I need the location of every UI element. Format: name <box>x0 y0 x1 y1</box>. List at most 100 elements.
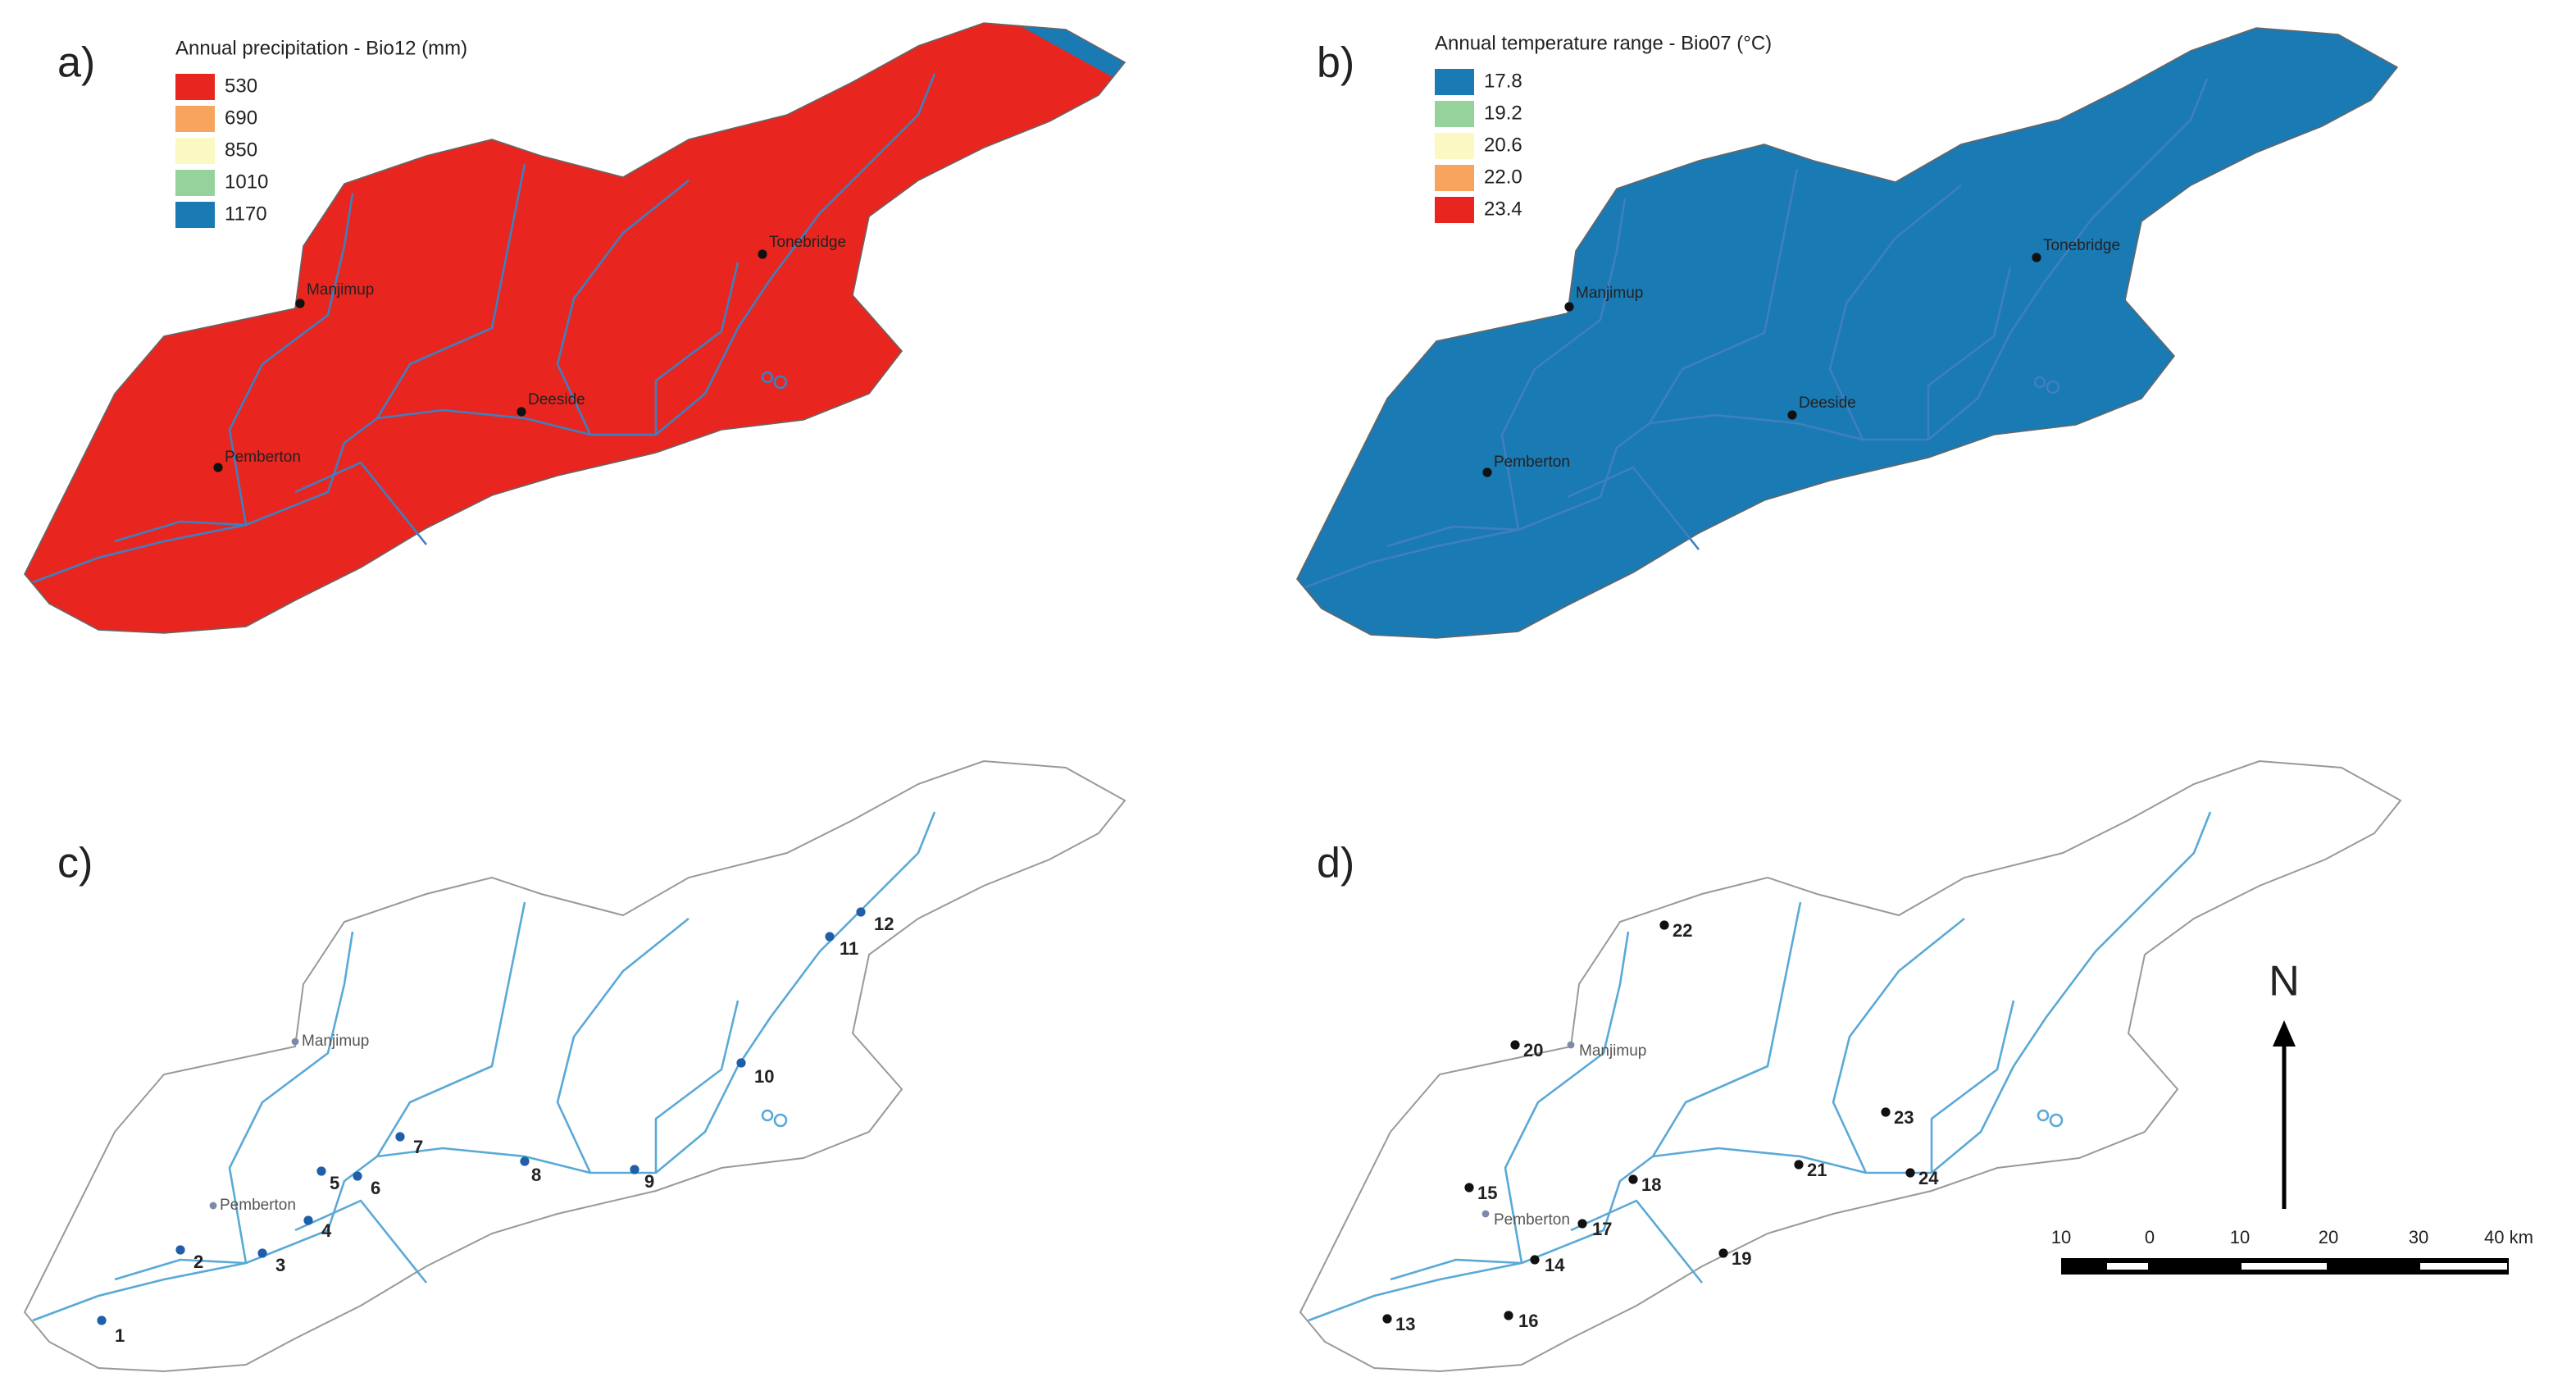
legend-title: Annual temperature range - Bio07 (°C) <box>1435 32 1772 54</box>
legend-swatch <box>1435 69 1474 95</box>
map-panel: b) Annual temperature range - Bio07 (°C) 1… <box>1296 27 2398 639</box>
site-marker <box>630 1165 639 1174</box>
legend-swatch <box>175 138 215 164</box>
legend-item: 690 <box>225 107 257 129</box>
panel-label: d) <box>1317 840 1354 887</box>
site-label: 4 <box>321 1220 332 1241</box>
site-marker <box>1905 1168 1915 1178</box>
town-label: Deeside <box>528 391 585 408</box>
town-label: Pemberton <box>225 449 301 466</box>
scale-label: 20 <box>2319 1227 2338 1247</box>
site-marker <box>1659 920 1669 930</box>
site-marker <box>303 1215 313 1225</box>
site-label: 21 <box>1807 1160 1827 1180</box>
site-marker <box>175 1245 185 1255</box>
town-marker <box>517 407 526 417</box>
legend-item: 23.4 <box>1484 198 1522 220</box>
site-marker <box>1881 1107 1891 1117</box>
site-marker <box>1510 1040 1520 1050</box>
legend-item: 1170 <box>225 203 267 225</box>
legend-item: 1010 <box>225 171 268 193</box>
site-label: 20 <box>1523 1040 1543 1060</box>
site-marker <box>736 1058 746 1068</box>
panel-label: a) <box>57 39 95 87</box>
town-label: Manjimup <box>302 1033 369 1050</box>
legend-swatch <box>1435 165 1474 191</box>
site-label: 7 <box>413 1137 423 1157</box>
site-label: 10 <box>754 1066 774 1087</box>
legend-item: 530 <box>225 75 257 97</box>
site-label: 11 <box>840 938 858 959</box>
town-marker <box>1564 302 1574 312</box>
town-label: Pemberton <box>1494 454 1570 471</box>
legend-swatch <box>175 170 215 196</box>
map-layer: a) Annual precipitation - Bio12 (mm)53069… <box>24 22 2533 1372</box>
town-label: Tonebridge <box>2043 237 2120 254</box>
site-label: 2 <box>193 1252 203 1272</box>
town-marker <box>2032 253 2041 262</box>
legend-item: 850 <box>225 139 257 161</box>
scale-label: 10 <box>2230 1227 2250 1247</box>
town-marker <box>291 1037 299 1046</box>
site-marker <box>353 1171 362 1181</box>
town-marker <box>1787 410 1797 420</box>
town-label: Pemberton <box>220 1197 296 1214</box>
site-marker <box>1628 1174 1638 1184</box>
legend-swatch <box>175 106 215 132</box>
site-marker <box>1504 1311 1513 1320</box>
town-label: Pemberton <box>1494 1211 1570 1229</box>
legend-swatch <box>1435 133 1474 159</box>
legend-swatch <box>1435 197 1474 223</box>
north-label: N <box>2269 958 2300 1006</box>
catchment-outline <box>1299 760 2401 1372</box>
site-label: 17 <box>1592 1219 1612 1239</box>
scale-bar-segment <box>2420 1263 2507 1270</box>
catchment-outline <box>24 760 1126 1372</box>
map-panel: a) Annual precipitation - Bio12 (mm) 530 69… <box>24 22 1126 634</box>
site-label: 15 <box>1477 1183 1497 1203</box>
site-marker <box>520 1156 530 1166</box>
site-label: 22 <box>1673 920 1692 941</box>
site-marker <box>825 932 835 942</box>
site-label: 13 <box>1395 1314 1415 1334</box>
site-marker <box>1718 1248 1728 1258</box>
site-marker <box>1577 1219 1587 1229</box>
scale-bar-segment <box>2107 1263 2148 1270</box>
town-marker <box>758 249 767 259</box>
panel-label: c) <box>57 840 93 887</box>
town-label: Manjimup <box>1576 285 1643 302</box>
site-label: 16 <box>1518 1311 1538 1331</box>
site-label: 5 <box>330 1173 339 1193</box>
site-marker <box>316 1166 326 1176</box>
north-arrowhead <box>2273 1020 2296 1047</box>
site-marker <box>1382 1314 1392 1324</box>
site-label: 1 <box>115 1325 125 1346</box>
site-label: 3 <box>275 1255 285 1275</box>
legend-swatch <box>175 74 215 100</box>
town-marker <box>213 463 223 472</box>
legend-item: 19.2 <box>1484 102 1522 124</box>
town-marker <box>209 1202 217 1210</box>
site-marker <box>1464 1183 1474 1193</box>
legend-item: 20.6 <box>1484 134 1522 156</box>
legend-item: 22.0 <box>1484 166 1522 188</box>
scale-bar-segment <box>2241 1263 2327 1270</box>
site-label: 23 <box>1894 1107 1914 1128</box>
legend-title: Annual precipitation - Bio12 (mm) <box>175 37 467 59</box>
scale-label: 0 <box>2145 1227 2155 1247</box>
town-marker <box>295 299 305 308</box>
town-marker <box>1567 1041 1575 1049</box>
site-marker <box>856 907 866 917</box>
legend-swatch <box>175 202 215 228</box>
scale-label: 30 <box>2409 1227 2428 1247</box>
legend-item: 17.8 <box>1484 70 1522 92</box>
town-label: Manjimup <box>307 281 374 299</box>
site-label: 19 <box>1732 1248 1751 1269</box>
scale-label: 10 <box>2051 1227 2071 1247</box>
legend-swatch <box>1435 101 1474 127</box>
site-label: 12 <box>874 914 894 934</box>
site-marker <box>97 1316 107 1325</box>
site-marker <box>1530 1255 1540 1265</box>
